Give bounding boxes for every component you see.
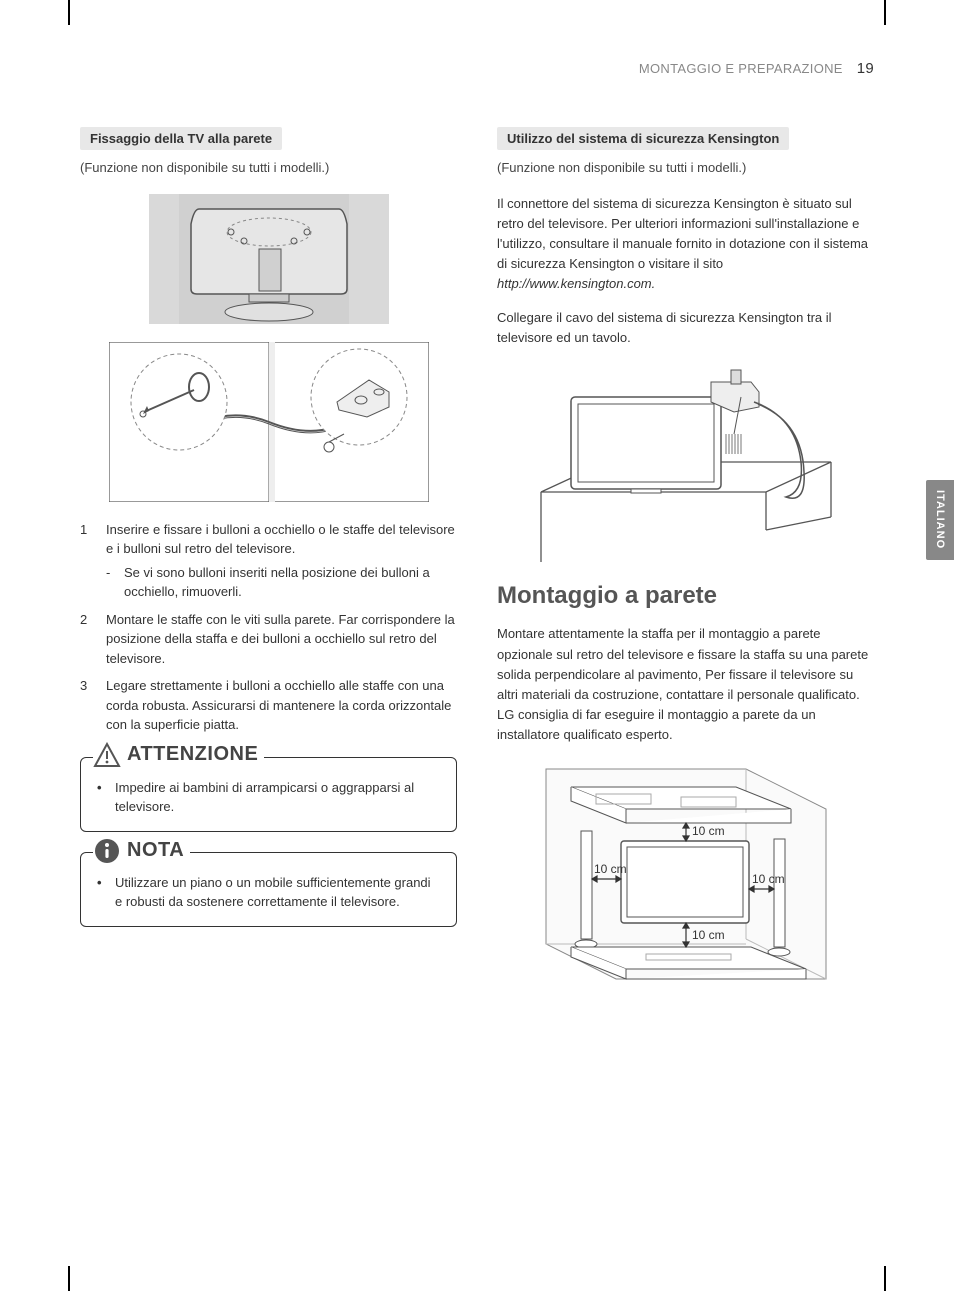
step-text: Inserire e fissare i bulloni a occhiello… <box>106 522 455 557</box>
page-content: MONTAGGIO E PREPARAZIONE 19 ITALIANO Fis… <box>80 60 874 1231</box>
right-column: Utilizzo del sistema di sicurezza Kensin… <box>497 127 874 1007</box>
attenzione-callout: ATTENZIONE • Impedire ai bambini di arra… <box>80 757 457 832</box>
step-3: 3 Legare strettamente i bulloni a occhie… <box>80 676 457 735</box>
nota-callout: NOTA • Utilizzare un piano o un mobile s… <box>80 852 457 927</box>
attenzione-label: ATTENZIONE <box>127 743 258 766</box>
clearance-right-label: 10 cm <box>752 872 785 886</box>
language-tab: ITALIANO <box>926 480 954 560</box>
nota-item: • Utilizzare un piano o un mobile suffic… <box>97 873 440 912</box>
page-number: 19 <box>857 60 874 77</box>
crop-mark <box>884 0 886 25</box>
figure-wall-mount-clearance: 10 cm 10 cm 10 cm 10 cm <box>497 759 874 989</box>
subhead-kensington: Utilizzo del sistema di sicurezza Kensin… <box>497 127 789 150</box>
figure-tv-rear-bolts <box>80 194 457 324</box>
figure-kensington-lock <box>497 362 874 562</box>
left-column: Fissaggio della TV alla parete (Funzione… <box>80 127 457 1007</box>
dash-bullet: - <box>106 563 116 602</box>
step-number: 3 <box>80 676 94 735</box>
step-number: 1 <box>80 520 94 602</box>
bullet-icon: • <box>97 873 107 912</box>
kensington-connect-text: Collegare il cavo del sistema di sicurez… <box>497 308 874 348</box>
kensington-paragraph: Il connettore del sistema di sicurezza K… <box>497 194 874 295</box>
attenzione-item: • Impedire ai bambini di arrampicarsi o … <box>97 778 440 817</box>
kensington-url: http://www.kensington.com. <box>497 276 655 291</box>
steps-list: 1 Inserire e fissare i bulloni a occhiel… <box>80 520 457 735</box>
subhead-fixing-tv: Fissaggio della TV alla parete <box>80 127 282 150</box>
kensington-text: Il connettore del sistema di sicurezza K… <box>497 196 868 271</box>
availability-note: (Funzione non disponibile su tutti i mod… <box>497 158 874 178</box>
two-column-layout: Fissaggio della TV alla parete (Funzione… <box>80 127 874 1007</box>
running-header: MONTAGGIO E PREPARAZIONE 19 <box>80 60 874 77</box>
wall-mount-paragraph: Montare attentamente la staffa per il mo… <box>497 624 874 745</box>
step-subtext: Se vi sono bulloni inseriti nella posizi… <box>124 563 457 602</box>
warning-triangle-icon <box>93 742 121 768</box>
crop-mark <box>68 1266 70 1291</box>
clearance-bottom-label: 10 cm <box>692 928 725 942</box>
info-circle-icon <box>93 837 121 865</box>
step-1: 1 Inserire e fissare i bulloni a occhiel… <box>80 520 457 602</box>
step-text: Legare strettamente i bulloni a occhiell… <box>106 676 457 735</box>
figure-wall-tether <box>80 342 457 502</box>
section-title-wall-mount: Montaggio a parete <box>497 582 874 610</box>
crop-mark <box>884 1266 886 1291</box>
availability-note: (Funzione non disponibile su tutti i mod… <box>80 158 457 178</box>
step-number: 2 <box>80 610 94 669</box>
bullet-icon: • <box>97 778 107 817</box>
step-2: 2 Montare le staffe con le viti sulla pa… <box>80 610 457 669</box>
attenzione-text: Impedire ai bambini di arrampicarsi o ag… <box>115 778 440 817</box>
step-text: Montare le staffe con le viti sulla pare… <box>106 610 457 669</box>
crop-mark <box>68 0 70 25</box>
clearance-top-label: 10 cm <box>692 824 725 838</box>
section-name: MONTAGGIO E PREPARAZIONE <box>639 61 843 76</box>
nota-label: NOTA <box>127 839 184 862</box>
clearance-left-label: 10 cm <box>594 862 627 876</box>
nota-text: Utilizzare un piano o un mobile sufficie… <box>115 873 440 912</box>
